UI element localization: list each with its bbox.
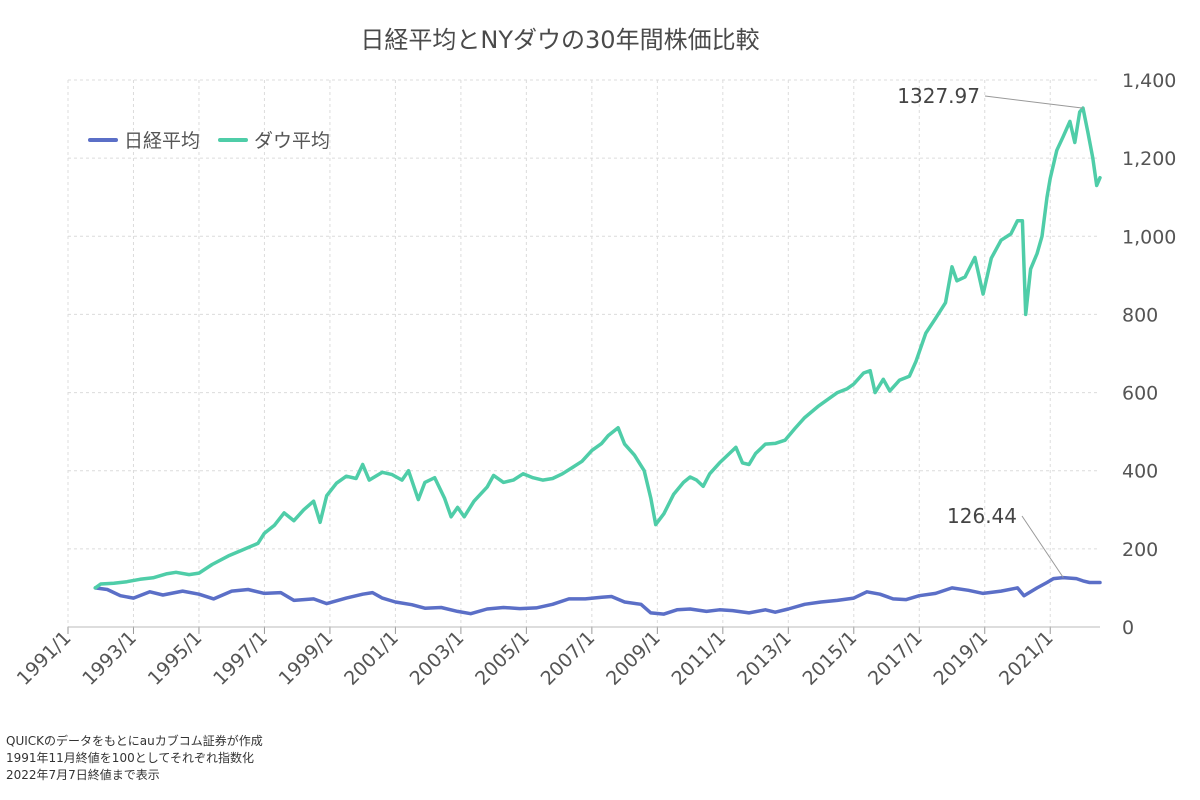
legend-label-nikkei: 日経平均	[124, 130, 201, 152]
annotation-label: 126.44	[947, 504, 1017, 528]
x-tick-label: 2013/1	[733, 627, 796, 690]
x-tick-label: 2005/1	[471, 627, 534, 690]
x-tick-label: 2011/1	[668, 627, 731, 690]
footnotes: QUICKのデータをもとにauカブコム証券が作成 1991年11月終値を100と…	[6, 733, 263, 784]
x-tick-label: 2017/1	[864, 627, 927, 690]
footnote-source: QUICKのデータをもとにauカブコム証券が作成	[6, 734, 263, 748]
x-tick-label: 1995/1	[144, 627, 207, 690]
x-tick-label: 2001/1	[340, 627, 403, 690]
y-tick-label: 1,000	[1122, 226, 1176, 248]
x-tick-label: 2021/1	[995, 627, 1058, 690]
legend-label-dow: ダウ平均	[254, 130, 331, 152]
legend-item-nikkei: 日経平均	[88, 126, 200, 153]
x-tick-label: 1997/1	[209, 627, 272, 690]
x-tick-label: 1999/1	[275, 627, 338, 690]
x-tick-label: 1991/1	[13, 627, 76, 690]
grid	[67, 79, 1100, 628]
annotation-leader	[1021, 515, 1064, 578]
x-tick-label: 2015/1	[799, 627, 862, 690]
x-tick-label: 2019/1	[929, 627, 992, 690]
y-tick-label: 800	[1122, 304, 1158, 326]
y-tick-label: 600	[1122, 383, 1158, 405]
legend-swatch-dow	[218, 137, 249, 142]
legend-item-dow: ダウ平均	[218, 126, 330, 153]
series-layer	[93, 106, 1102, 616]
y-tick-label: 200	[1122, 539, 1158, 561]
annotation-label: 1327.97	[897, 84, 980, 108]
x-tick-label: 2007/1	[537, 627, 600, 690]
legend: 日経平均 ダウ平均	[88, 126, 348, 153]
footnote-date: 2022年7月7日終値まで表示	[6, 768, 160, 782]
series-line-dow	[93, 106, 1102, 590]
x-tick-label: 2009/1	[602, 627, 665, 690]
chart-title: 日経平均とNYダウの30年間株価比較	[360, 26, 760, 54]
x-tick-label: 1993/1	[78, 627, 141, 690]
annotation-leader	[984, 95, 1084, 109]
series-line-nikkei	[93, 575, 1102, 616]
y-tick-label: 1,200	[1122, 148, 1176, 170]
footnote-index: 1991年11月終値を100としてそれぞれ指数化	[6, 751, 254, 765]
y-tick-label: 1,400	[1122, 70, 1176, 92]
legend-swatch-nikkei	[88, 137, 118, 142]
annotations: 1327.97 126.44	[897, 84, 1084, 578]
x-tick-label: 2003/1	[406, 627, 469, 690]
y-tick-label: 400	[1122, 461, 1158, 483]
y-tick-label: 0	[1122, 617, 1134, 639]
